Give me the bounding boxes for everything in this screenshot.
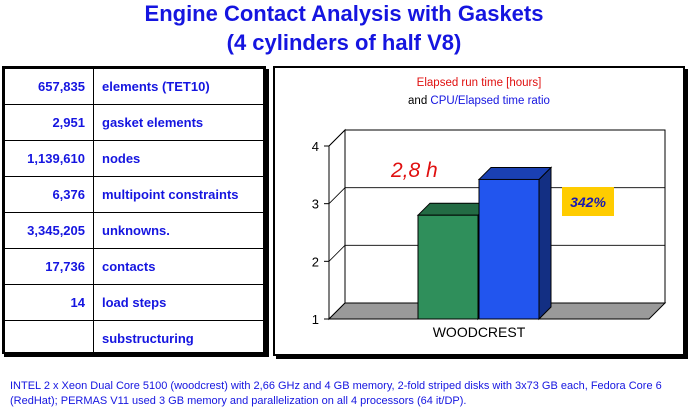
stat-value: 657,835: [4, 68, 94, 105]
table-row: 6,376 multipoint constraints: [4, 176, 264, 213]
x-category-label: WOODCREST: [433, 324, 526, 340]
stat-value: 1,139,610: [4, 140, 94, 177]
y-tick-label: 2: [312, 254, 319, 269]
stat-value: 14: [4, 284, 94, 321]
bar: [417, 214, 479, 320]
gridline: [328, 244, 665, 262]
stat-value: 2,951: [4, 104, 94, 141]
model-stats-table: 657,835 elements (TET10) 2,951 gasket eleme…: [2, 66, 266, 357]
chart-panel: Elapsed run time [hours] and CPU/Elapsed …: [273, 66, 685, 356]
table-row: 657,835 elements (TET10): [4, 68, 264, 105]
table-row: 1,139,610 nodes: [4, 140, 264, 177]
subtitle-prefix: and: [408, 95, 430, 107]
chart-subtitle: and CPU/Elapsed time ratio: [408, 95, 550, 107]
stat-value: 6,376: [4, 176, 94, 213]
chart-title: Elapsed run time [hours]: [417, 77, 542, 89]
table-row: substructuring: [4, 320, 264, 357]
table-row: 17,736 contacts: [4, 248, 264, 285]
hardware-footnote: INTEL 2 x Xeon Dual Core 5100 (woodcrest…: [10, 380, 662, 407]
stat-label: contacts: [93, 248, 264, 285]
subtitle-highlight: CPU/Elapsed time ratio: [430, 95, 550, 107]
table-row: 3,345,205 unknowns.: [4, 212, 264, 249]
chart-side-wall: [328, 128, 346, 321]
bar-chart: Elapsed run time [hours] and CPU/Elapsed …: [312, 77, 667, 340]
page-title: Engine Contact Analysis with Gaskets: [144, 1, 544, 26]
stat-value: [4, 320, 94, 357]
page-subtitle: (4 cylinders of half V8): [226, 30, 462, 55]
stat-value: 3,345,205: [4, 212, 94, 249]
table-row: 14 load steps: [4, 284, 264, 321]
y-tick-label: 4: [312, 139, 319, 154]
stat-label: multipoint constraints: [93, 176, 264, 213]
bar-side: [538, 166, 552, 321]
stat-label: nodes: [93, 140, 264, 177]
y-tick-label: 1: [312, 312, 319, 327]
stat-label: load steps: [93, 284, 264, 321]
y-tick-label: 3: [312, 197, 319, 212]
data-label-ratio: 342%: [570, 194, 606, 210]
gridline: [328, 187, 665, 204]
data-label-runtime: 2,8 h: [390, 159, 438, 182]
data-label-ratio-bg: [562, 187, 614, 216]
stat-label: substructuring: [93, 320, 264, 357]
stat-value: 17,736: [4, 248, 94, 285]
stat-label: elements (TET10): [93, 68, 264, 105]
stat-label: unknowns.: [93, 212, 264, 249]
stat-label: gasket elements: [93, 104, 264, 141]
gridline: [328, 129, 665, 147]
bar: [478, 178, 540, 320]
table-row: 2,951 gasket elements: [4, 104, 264, 141]
bar-top: [477, 166, 553, 180]
